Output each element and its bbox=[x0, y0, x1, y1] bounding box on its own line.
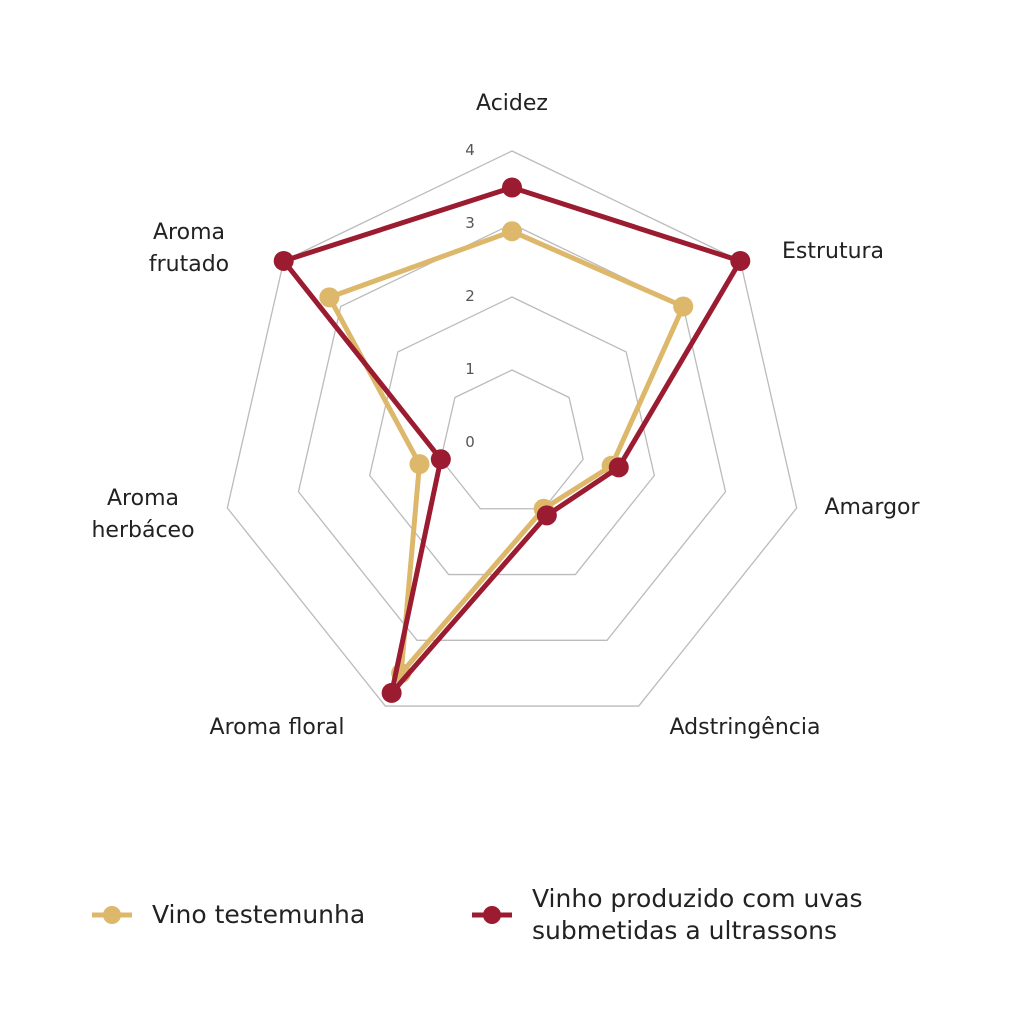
category-label: Adstringência bbox=[669, 715, 821, 740]
data-point bbox=[608, 457, 629, 478]
legend-marker bbox=[483, 906, 501, 924]
data-point bbox=[730, 250, 751, 271]
category-label: Amargor bbox=[824, 495, 920, 520]
tick-label: 3 bbox=[465, 214, 475, 232]
grid-ring bbox=[440, 369, 584, 510]
series-line bbox=[281, 185, 743, 696]
category-label: Acidez bbox=[476, 91, 548, 116]
category-label: Aroma frutado bbox=[148, 220, 230, 277]
category-label: Estrutura bbox=[781, 239, 885, 264]
legend-label: Vinho produzido com uvas submetidas a ul… bbox=[532, 884, 863, 945]
category-label: Aroma herbáceo bbox=[91, 486, 195, 543]
data-point bbox=[502, 177, 522, 198]
tick-label: 0 bbox=[465, 433, 475, 451]
data-point bbox=[319, 287, 340, 308]
data-point bbox=[409, 454, 430, 475]
data-point bbox=[273, 250, 294, 271]
legend-label: Vino testemunha bbox=[152, 900, 366, 929]
data-point bbox=[673, 296, 694, 317]
grid-ring bbox=[297, 223, 727, 641]
data-point bbox=[536, 505, 557, 526]
tick-label: 4 bbox=[465, 141, 475, 159]
legend-marker bbox=[103, 906, 121, 924]
grid-ring bbox=[226, 150, 798, 707]
category-label: Aroma floral bbox=[209, 715, 345, 740]
data-point bbox=[430, 449, 451, 470]
tick-label: 2 bbox=[465, 287, 475, 305]
series-line bbox=[326, 228, 686, 676]
data-point bbox=[381, 682, 402, 703]
grid-ring bbox=[368, 296, 656, 576]
tick-label: 1 bbox=[465, 360, 475, 378]
data-point bbox=[502, 221, 522, 242]
